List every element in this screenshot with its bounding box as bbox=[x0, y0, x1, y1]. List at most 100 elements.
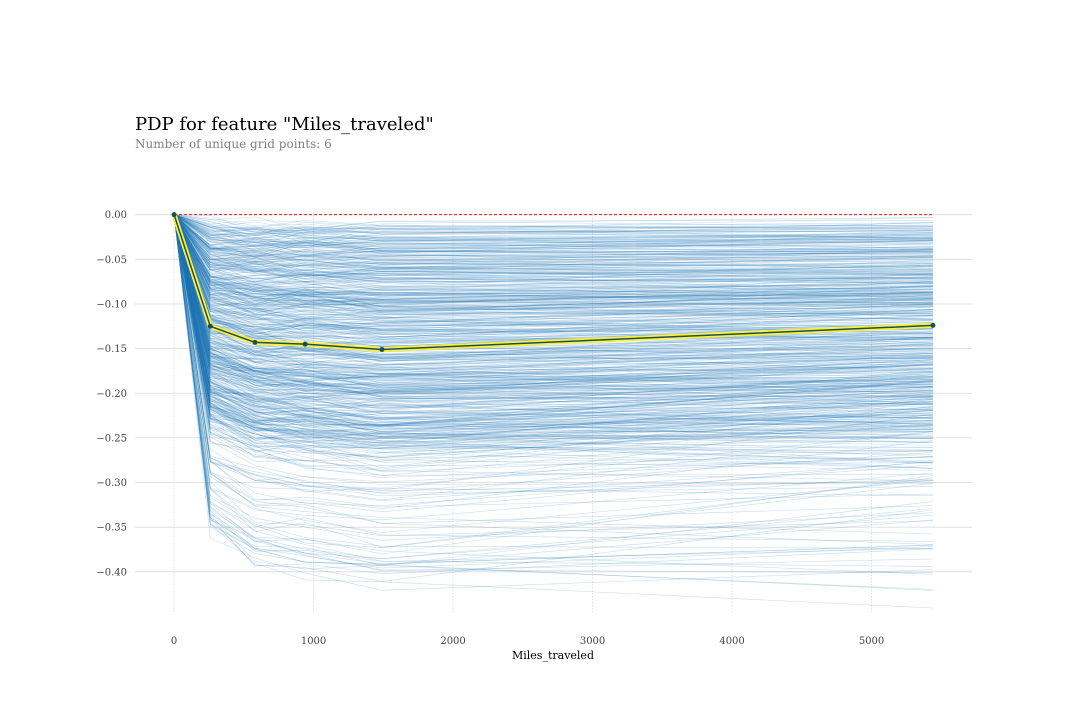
ice-line bbox=[173, 214, 933, 241]
ice-line bbox=[173, 214, 933, 383]
ice-line bbox=[173, 214, 933, 448]
ice-line bbox=[173, 214, 933, 391]
ice-line bbox=[173, 214, 933, 426]
ice-line bbox=[173, 214, 933, 417]
ice-line bbox=[173, 214, 933, 411]
ice-line bbox=[173, 214, 933, 315]
ice-line bbox=[173, 214, 933, 285]
ice-line bbox=[173, 214, 933, 452]
ice-line bbox=[173, 214, 933, 338]
ice-line bbox=[173, 214, 933, 397]
ice-line bbox=[173, 214, 933, 280]
ice-line bbox=[173, 214, 933, 357]
ice-line bbox=[173, 214, 933, 257]
ice-line bbox=[173, 214, 933, 513]
ice-line bbox=[173, 214, 933, 463]
ice-line bbox=[173, 214, 933, 289]
ice-line bbox=[173, 214, 933, 462]
ice-line bbox=[173, 214, 933, 389]
ice-line bbox=[173, 214, 933, 248]
ice-line bbox=[173, 214, 933, 252]
ice-line bbox=[173, 214, 933, 320]
ice-line bbox=[173, 214, 933, 290]
ice-line bbox=[173, 214, 933, 239]
ice-line bbox=[173, 214, 933, 331]
ice-line bbox=[173, 214, 933, 269]
ice-line bbox=[173, 214, 933, 405]
ice-line bbox=[173, 214, 933, 386]
ice-line bbox=[173, 214, 933, 433]
ice-line bbox=[173, 214, 933, 331]
ice-line bbox=[173, 214, 933, 404]
pdp-point bbox=[252, 339, 258, 345]
ice-line bbox=[173, 214, 933, 402]
pdp-point bbox=[379, 347, 385, 352]
ice-line bbox=[173, 214, 933, 443]
ice-line bbox=[173, 214, 933, 423]
ice-line bbox=[173, 214, 933, 467]
ice-line bbox=[173, 214, 933, 268]
tick-labels-layer: 0.00 −0.05 −0.10 −0.15 −0.20 −0.25 −0.30 −0.35 −… bbox=[96, 210, 884, 647]
ice-line bbox=[173, 214, 933, 274]
ice-line bbox=[173, 214, 933, 335]
ice-line bbox=[173, 214, 933, 377]
ice-line bbox=[173, 214, 933, 301]
ice-line bbox=[173, 214, 933, 298]
y-tick-label: −0.10 bbox=[96, 299, 127, 310]
ice-line bbox=[173, 214, 933, 372]
ice-line bbox=[174, 214, 933, 239]
ice-line bbox=[173, 214, 933, 245]
ice-line bbox=[173, 214, 933, 463]
ice-line bbox=[173, 214, 933, 381]
y-tick-label: −0.30 bbox=[96, 478, 127, 489]
ice-line bbox=[173, 214, 933, 535]
ice-line bbox=[173, 214, 933, 485]
ice-line bbox=[173, 214, 933, 502]
ice-line bbox=[173, 214, 933, 308]
ice-line bbox=[173, 214, 933, 318]
ice-line bbox=[173, 214, 933, 288]
ice-line bbox=[173, 214, 933, 458]
ice-line bbox=[173, 214, 933, 572]
ice-line bbox=[173, 214, 933, 443]
ice-line bbox=[173, 214, 933, 250]
ice-line bbox=[173, 214, 933, 438]
ice-line bbox=[174, 214, 933, 231]
ice-line bbox=[174, 214, 933, 239]
ice-line bbox=[173, 214, 933, 251]
ice-line bbox=[173, 214, 933, 399]
ice-line bbox=[173, 214, 933, 273]
ice-line bbox=[173, 214, 933, 462]
ice-line bbox=[173, 214, 933, 391]
ice-line bbox=[173, 214, 933, 330]
ice-line bbox=[173, 214, 933, 334]
ice-line bbox=[173, 214, 933, 409]
ice-line bbox=[173, 214, 933, 303]
ice-line bbox=[173, 214, 933, 367]
ice-line bbox=[173, 214, 933, 453]
ice-line bbox=[173, 214, 933, 344]
ice-line bbox=[173, 214, 933, 311]
ice-line bbox=[173, 214, 933, 312]
ice-line bbox=[173, 214, 933, 445]
ice-line bbox=[173, 214, 933, 306]
ice-line bbox=[173, 214, 933, 388]
ice-line bbox=[173, 214, 933, 392]
ice-line bbox=[173, 214, 933, 402]
ice-line bbox=[173, 214, 933, 452]
ice-line bbox=[174, 214, 933, 235]
ice-line bbox=[173, 214, 933, 396]
ice-line bbox=[173, 214, 933, 310]
ice-line bbox=[173, 214, 933, 242]
ice-line bbox=[173, 214, 933, 238]
ice-line bbox=[173, 214, 933, 542]
ice-line bbox=[173, 214, 933, 331]
ice-line bbox=[173, 214, 933, 392]
ice-line bbox=[173, 214, 933, 265]
ice-line bbox=[173, 214, 933, 386]
ice-line bbox=[173, 214, 933, 280]
ice-line bbox=[173, 214, 933, 444]
ice-line bbox=[173, 214, 933, 396]
ice-line bbox=[173, 214, 933, 425]
ice-line bbox=[173, 214, 933, 312]
